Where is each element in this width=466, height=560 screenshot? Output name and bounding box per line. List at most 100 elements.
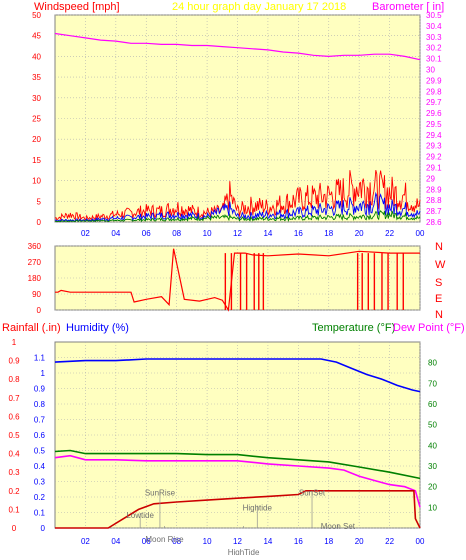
compass-label-e: E [435, 293, 442, 305]
direction-tick-label: 360 [28, 242, 42, 251]
humidity-tick-label: 0.9 [34, 385, 46, 394]
barometer-tick-label: 29.9 [426, 76, 442, 85]
barometer-line [54, 32, 421, 61]
temperature-tick-label: 60 [428, 400, 437, 409]
temperature-tick-label: 20 [428, 483, 437, 492]
lower-x-tick-label: 08 [172, 537, 181, 546]
wind-x-tick-label: 10 [203, 229, 212, 238]
barometer-tick-label: 28.6 [426, 218, 442, 227]
barometer-tick-label: 29.1 [426, 164, 442, 173]
wind-x-tick-label: 18 [324, 229, 333, 238]
barometer-tick-label: 29.2 [426, 153, 442, 162]
wind-x-tick-label: 08 [172, 229, 181, 238]
direction-tick-label: 90 [32, 290, 41, 299]
windspeed-tick-label: 25 [32, 115, 41, 124]
temperature-tick-label: 50 [428, 421, 437, 430]
wind-x-tick-label: 12 [233, 229, 242, 238]
barometer-tick-label: 29.4 [426, 131, 442, 140]
wind-speed-line [54, 191, 421, 222]
rainfall-tick-label: 0.4 [8, 450, 20, 459]
rainfall-tick-label: 0 [12, 524, 17, 533]
windspeed-tick-label: 35 [32, 73, 41, 82]
lower-x-tick-label: 00 [416, 537, 425, 546]
humidity-tick-label: 0.4 [34, 462, 46, 471]
lower-x-tick-label: 06 [142, 537, 151, 546]
compass-label-n-top: N [435, 241, 443, 253]
wind-x-tick-label: 20 [355, 229, 364, 238]
wind-x-tick-label: 04 [111, 229, 120, 238]
temperature-axis-title: Temperature (°F) [312, 322, 395, 334]
lower-x-tick-label: 10 [203, 537, 212, 546]
humidity-tick-label: 0.6 [34, 431, 46, 440]
rainfall-tick-label: 0.9 [8, 357, 20, 366]
windspeed-tick-label: 50 [32, 11, 41, 20]
windspeed-tick-label: 10 [32, 177, 41, 186]
humidity-tick-label: 1 [41, 369, 46, 378]
rainfall-tick-label: 0.5 [8, 431, 20, 440]
humidity-axis-title: Humidity (%) [66, 322, 129, 334]
temperature-tick-label: 40 [428, 441, 437, 450]
rainfall-tick-label: 0.6 [8, 412, 20, 421]
barometer-tick-label: 28.8 [426, 196, 442, 205]
humidity-tick-label: 0.7 [34, 416, 46, 425]
temperature-tick-label: 70 [428, 379, 437, 388]
wind-x-tick-label: 22 [385, 229, 394, 238]
humidity-tick-label: 0.1 [34, 509, 46, 518]
rainfall-tick-label: 0.2 [8, 487, 20, 496]
humidity-tick-label: 0.5 [34, 447, 46, 456]
barometer-tick-label: 29.5 [426, 120, 442, 129]
barometer-tick-label: 29 [426, 174, 435, 183]
event-label-moon-rise: Moon Rise [145, 535, 184, 544]
temperature-tick-label: 80 [428, 359, 437, 368]
windspeed-tick-label: 20 [32, 135, 41, 144]
event-label-hightide: HighTide [228, 548, 260, 555]
dewpoint-axis-title: Dew Point (°F) [393, 322, 465, 334]
event-label-hightide: Hightide [243, 504, 273, 513]
event-label-sunset: SunSet [299, 489, 326, 498]
dew-point-f-line [54, 454, 421, 508]
event-label-moon-set: Moon Set [321, 522, 356, 531]
temperature-tick-label: 10 [428, 503, 437, 512]
windspeed-tick-label: 5 [37, 197, 42, 206]
wind-x-tick-label: 00 [416, 229, 425, 238]
compass-label-n-bottom: N [435, 309, 443, 321]
direction-tick-label: 0 [37, 306, 42, 315]
wind-direction-line [55, 248, 420, 312]
lower-x-tick-label: 18 [324, 537, 333, 546]
barometer-tick-label: 29.8 [426, 87, 442, 96]
windspeed-tick-label: 45 [32, 32, 41, 41]
rainfall-tick-label: 0.1 [8, 505, 20, 514]
wind-average-line [54, 210, 421, 223]
windspeed-tick-label: 15 [32, 156, 41, 165]
wind-x-tick-label: 06 [142, 229, 151, 238]
temperature-tick-label: 30 [428, 462, 437, 471]
barometer-tick-label: 30.1 [426, 55, 442, 64]
barometer-tick-label: 30.4 [426, 22, 442, 31]
compass-label-w: W [435, 259, 446, 271]
humidity-tick-label: 0.2 [34, 493, 46, 502]
event-label-sunrise: SunRise [145, 489, 176, 498]
humidity-tick-label: 1.1 [34, 354, 46, 363]
barometer-tick-label: 30 [426, 65, 435, 74]
humidity-line [54, 358, 421, 393]
windspeed-axis-title: Windspeed [mph] [34, 1, 120, 13]
barometer-tick-label: 30.3 [426, 33, 442, 42]
rainfall-axis-title: Rainfall (.in) [2, 322, 61, 334]
windspeed-tick-label: 30 [32, 94, 41, 103]
wind-x-tick-label: 02 [81, 229, 90, 238]
lower-x-tick-label: 02 [81, 537, 90, 546]
rainfall-tick-label: 0.7 [8, 394, 20, 403]
rainfall-tick-label: 1 [12, 338, 17, 347]
humidity-tick-label: 0 [41, 524, 46, 533]
lower-x-tick-label: 16 [294, 537, 303, 546]
barometer-tick-label: 29.3 [426, 142, 442, 151]
graph-title: 24 hour graph day January 17 2018 [172, 1, 346, 13]
barometer-tick-label: 28.7 [426, 207, 442, 216]
compass-label-s: S [435, 277, 442, 289]
direction-tick-label: 270 [28, 258, 42, 267]
lower-x-tick-label: 22 [385, 537, 394, 546]
humidity-tick-label: 0.3 [34, 478, 46, 487]
event-label-lowtide: Lowtide [126, 511, 154, 520]
barometer-tick-label: 29.6 [426, 109, 442, 118]
